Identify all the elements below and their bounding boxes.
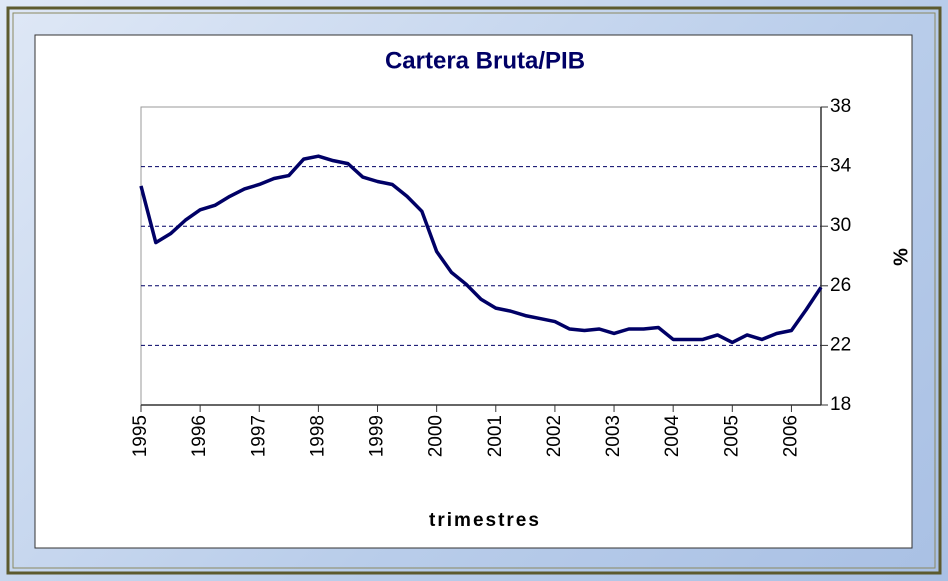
x-tick-label: 2006 (780, 415, 801, 457)
y-tick-label: 26 (830, 275, 851, 296)
x-axis-label: trimestres (429, 510, 541, 531)
x-tick-label: 2005 (721, 415, 742, 457)
y-tick-label: 30 (830, 215, 851, 236)
x-tick-label: 1997 (248, 415, 269, 457)
data-line (139, 154, 823, 345)
x-tick-label: 2001 (485, 415, 506, 457)
x-tick-label: 1995 (130, 415, 151, 457)
x-tick-label: 2003 (603, 415, 624, 457)
y-tick-label: 34 (830, 156, 852, 177)
chart-title: Cartera Bruta/PIB (385, 47, 585, 74)
x-tick-label: 2002 (544, 415, 565, 457)
x-tick-label: 2000 (426, 415, 447, 457)
x-tick-label: 2004 (662, 415, 683, 458)
x-tick-label: 1996 (189, 415, 210, 457)
x-tick-label: 1999 (367, 415, 388, 457)
x-tick-label: 1998 (307, 415, 328, 457)
outer-frame-inner (12, 12, 936, 569)
y-axis-label: % (890, 248, 912, 266)
y-tick-label: 22 (830, 334, 851, 355)
y-tick-label: 18 (830, 394, 851, 415)
y-tick-label: 38 (830, 96, 851, 117)
outer-frame (6, 6, 942, 575)
